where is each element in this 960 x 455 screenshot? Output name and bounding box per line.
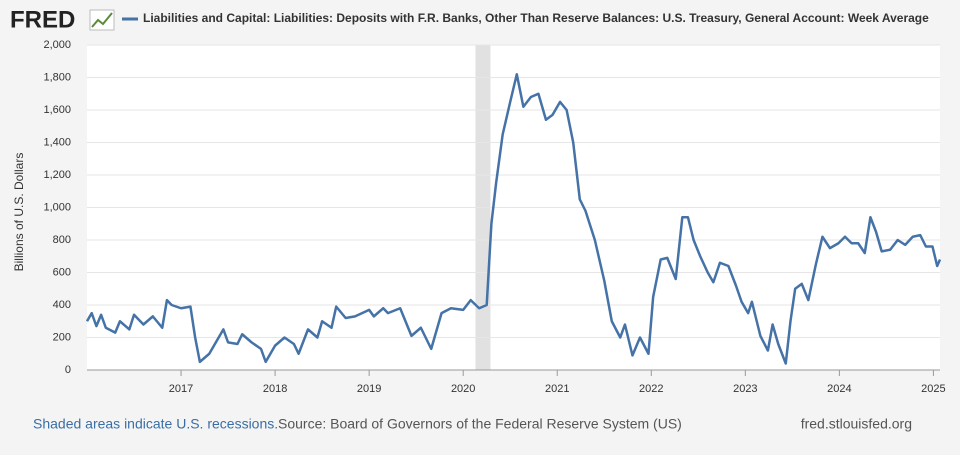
x-tick-label: 2024 bbox=[827, 383, 851, 395]
logo-icon bbox=[89, 9, 115, 31]
logo: FRED bbox=[10, 6, 75, 33]
y-tick-label: 400 bbox=[53, 299, 71, 311]
y-tick-label: 1,000 bbox=[43, 201, 71, 213]
y-tick-label: 2,000 bbox=[43, 39, 71, 51]
source: Source: Board of Governors of the Federa… bbox=[278, 416, 682, 432]
recession-note[interactable]: Shaded areas indicate U.S. recessions. bbox=[33, 416, 278, 432]
x-tick-label: 2018 bbox=[263, 383, 287, 395]
y-tick-label: 600 bbox=[53, 266, 71, 278]
y-tick-label: 0 bbox=[65, 364, 71, 376]
site[interactable]: fred.stlouisfed.org bbox=[801, 416, 912, 432]
y-axis-label: Billions of U.S. Dollars bbox=[12, 153, 26, 272]
y-tick-label: 200 bbox=[53, 331, 71, 343]
x-tick-label: 2025 bbox=[921, 383, 945, 395]
legend-label: Liabilities and Capital: Liabilities: De… bbox=[143, 11, 929, 25]
x-tick-label: 2023 bbox=[733, 383, 757, 395]
y-tick-label: 1,400 bbox=[43, 136, 71, 148]
series-line bbox=[85, 73, 942, 365]
x-tick-label: 2019 bbox=[357, 383, 381, 395]
x-tick-label: 2020 bbox=[451, 383, 475, 395]
y-tick-label: 800 bbox=[53, 234, 71, 246]
y-tick-label: 1,200 bbox=[43, 169, 71, 181]
x-tick-label: 2022 bbox=[639, 383, 663, 395]
x-tick-label: 2017 bbox=[169, 383, 193, 395]
y-tick-label: 1,600 bbox=[43, 104, 71, 116]
x-tick-label: 2021 bbox=[545, 383, 569, 395]
y-tick-label: 1,800 bbox=[43, 71, 71, 83]
